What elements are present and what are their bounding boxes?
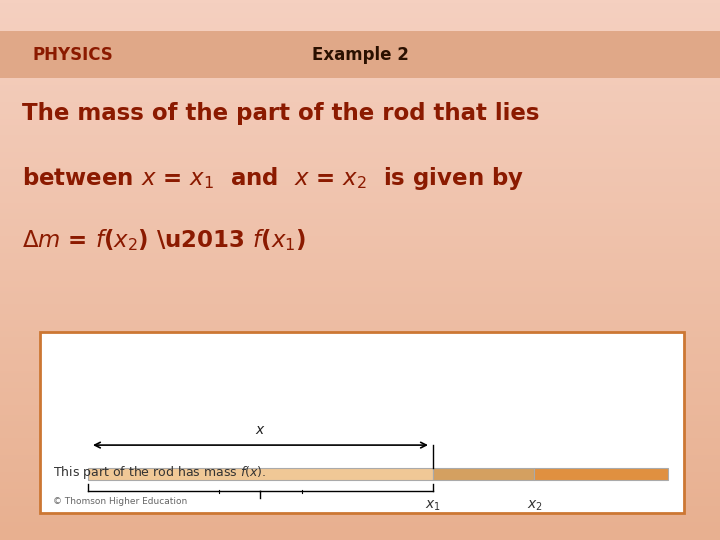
Text: $\Delta\mathit{m}$ = $\mathit{f}$($\mathit{x}_2$) \u2013 $\mathit{f}$($\mathit{x: $\Delta\mathit{m}$ = $\mathit{f}$($\math… xyxy=(22,227,305,253)
Text: This part of the rod has mass $\mathit{f}$($\mathit{x}$).: This part of the rod has mass $\mathit{f… xyxy=(53,464,266,481)
Text: between $\mathit{x}$ = $\mathit{x}_1$  and  $\mathit{x}$ = $\mathit{x}_2$  is gi: between $\mathit{x}$ = $\mathit{x}_1$ an… xyxy=(22,165,524,192)
Text: The mass of the part of the rod that lies: The mass of the part of the rod that lie… xyxy=(22,102,539,125)
Text: $\mathit{x}$: $\mathit{x}$ xyxy=(255,423,266,437)
Bar xyxy=(0,31,720,78)
Bar xyxy=(40,332,684,513)
Bar xyxy=(534,468,668,480)
Text: $\mathit{x}_2$: $\mathit{x}_2$ xyxy=(526,498,542,513)
Bar xyxy=(88,468,433,480)
Text: $\mathit{x}_1$: $\mathit{x}_1$ xyxy=(425,498,441,513)
Text: © Thomson Higher Education: © Thomson Higher Education xyxy=(53,497,186,505)
Text: PHYSICS: PHYSICS xyxy=(32,46,113,64)
Bar xyxy=(433,468,534,480)
Text: Example 2: Example 2 xyxy=(312,46,408,64)
